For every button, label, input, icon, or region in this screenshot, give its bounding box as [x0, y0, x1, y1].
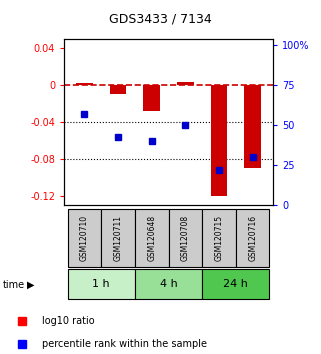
Bar — [101, 209, 135, 267]
Text: GSM120716: GSM120716 — [248, 215, 257, 261]
Bar — [67, 209, 101, 267]
Text: time: time — [3, 280, 25, 290]
Bar — [76, 83, 93, 85]
Text: GSM120708: GSM120708 — [181, 215, 190, 261]
Text: 4 h: 4 h — [160, 279, 178, 289]
Bar — [67, 269, 135, 299]
Bar — [110, 85, 126, 95]
Bar — [177, 82, 194, 85]
Bar — [135, 209, 169, 267]
Bar — [202, 209, 236, 267]
Bar — [135, 269, 202, 299]
Bar — [202, 269, 270, 299]
Bar — [169, 209, 202, 267]
Text: log10 ratio: log10 ratio — [42, 316, 95, 326]
Text: GSM120648: GSM120648 — [147, 215, 156, 261]
Bar — [143, 85, 160, 111]
Bar — [236, 209, 270, 267]
Text: GSM120715: GSM120715 — [214, 215, 223, 261]
Text: GSM120710: GSM120710 — [80, 215, 89, 261]
Text: GSM120711: GSM120711 — [114, 215, 123, 261]
Text: GDS3433 / 7134: GDS3433 / 7134 — [109, 12, 212, 25]
Bar — [244, 85, 261, 169]
Text: 24 h: 24 h — [223, 279, 248, 289]
Text: percentile rank within the sample: percentile rank within the sample — [42, 339, 207, 349]
Text: 1 h: 1 h — [92, 279, 110, 289]
Bar — [211, 85, 227, 196]
Text: ▶: ▶ — [27, 280, 35, 290]
